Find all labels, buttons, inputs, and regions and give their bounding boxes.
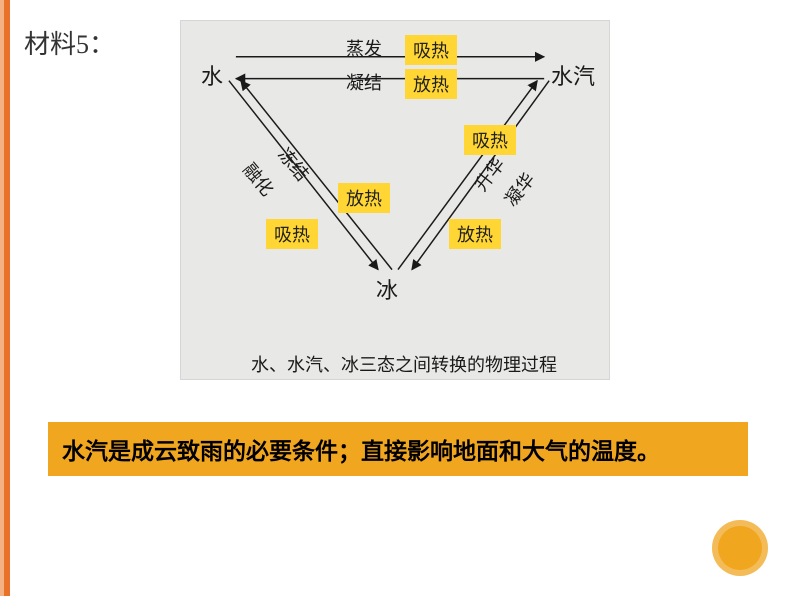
diagram-arrows [181,21,609,379]
proc-evaporate: 蒸发 [346,35,382,61]
tag-6: 放热 [449,219,501,249]
diagram-caption: 水、水汽、冰三态之间转换的物理过程 [251,351,557,377]
corner-circle [712,520,768,576]
tag-3: 吸热 [464,125,516,155]
proc-condense: 凝结 [346,69,382,95]
tag-1: 吸热 [405,35,457,65]
tag-2: 放热 [405,69,457,99]
diagram-panel: 水 水汽 冰 蒸发 凝结 冻结 融化 升华 凝华 吸热 放热 吸热 放热 吸热 … [180,20,610,380]
bottom-highlight-bar: 水汽是成云致雨的必要条件；直接影响地面和大气的温度。 [48,422,748,476]
node-ice: 冰 [376,273,398,305]
stripe-inner [4,0,10,596]
left-stripe [0,0,10,596]
heading-label: 材料5： [24,24,115,61]
tag-5: 吸热 [266,219,318,249]
node-water: 水 [201,59,223,91]
node-vapor: 水汽 [551,59,595,91]
tag-4: 放热 [338,183,390,213]
